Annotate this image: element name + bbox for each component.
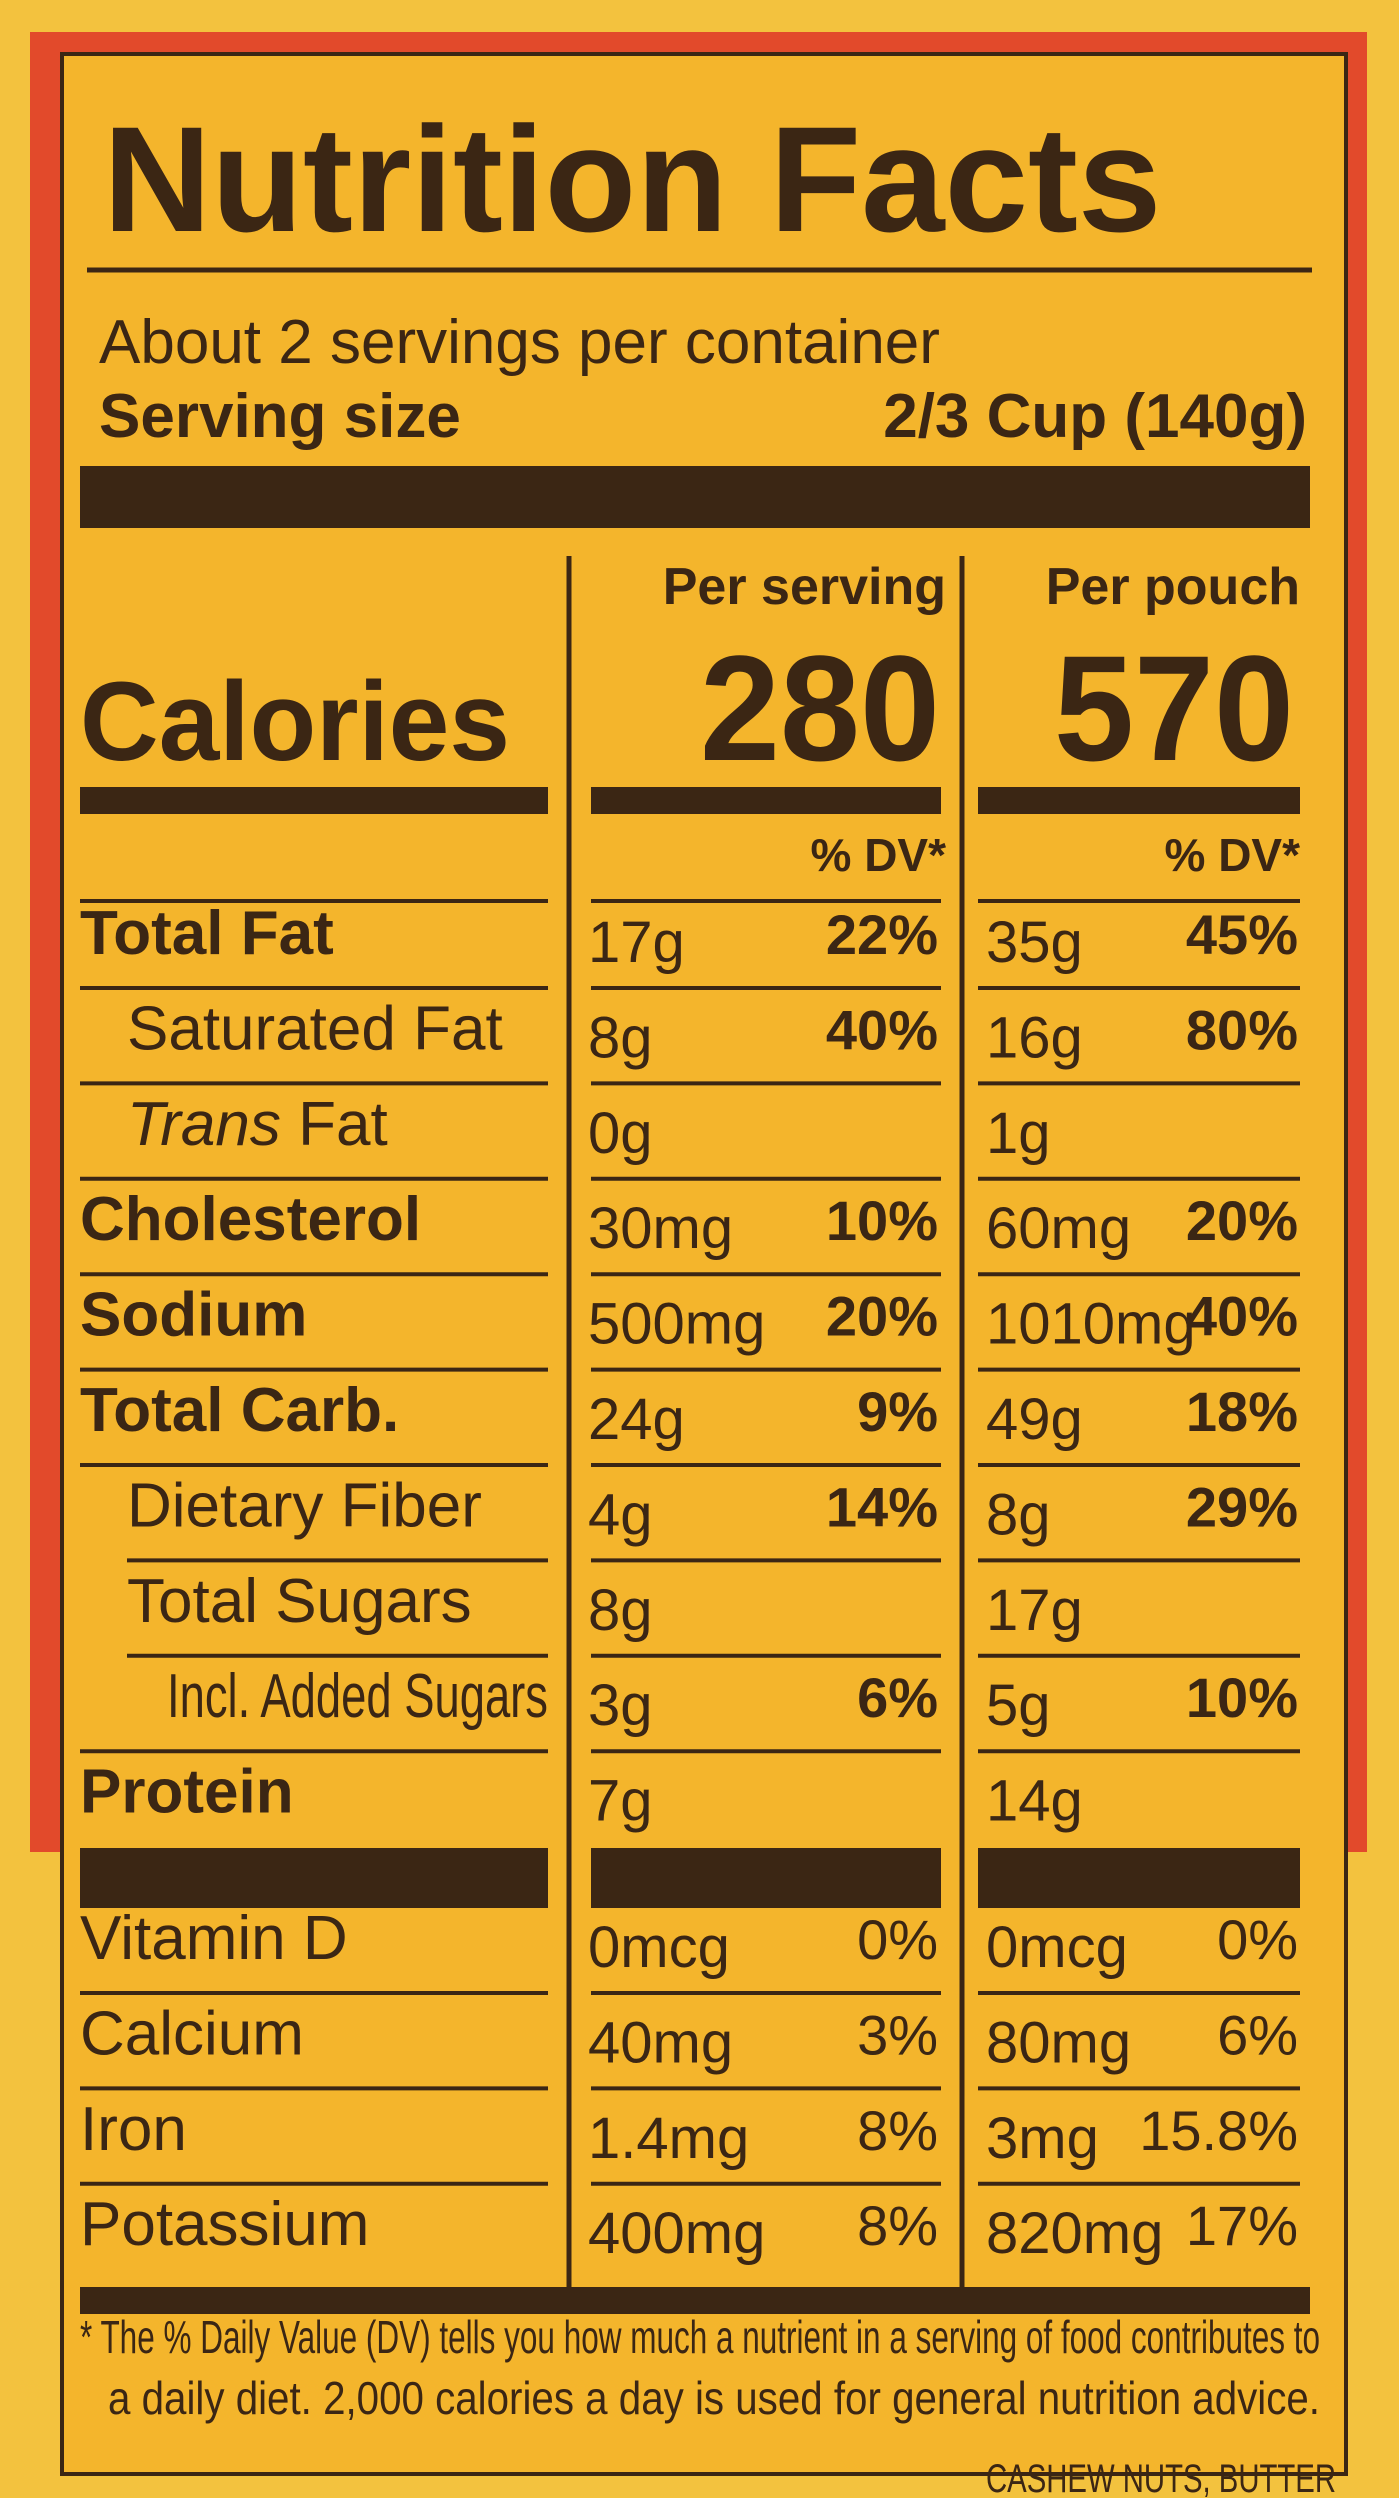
nutrient-name: Iron xyxy=(80,2095,187,2164)
thick-bar xyxy=(591,787,941,814)
nutrient-name: Vitamin D xyxy=(80,1904,348,1973)
nutrient-name: Dietary Fiber xyxy=(127,1471,482,1540)
daily-value: 20% xyxy=(826,1285,938,1348)
amount: 1010mg xyxy=(986,1292,1196,1357)
name-part: Fat xyxy=(281,1090,388,1159)
nutrient-name: Saturated Fat xyxy=(127,994,503,1063)
daily-value: 18% xyxy=(1186,1380,1298,1443)
nutrient-name: Total Sugars xyxy=(127,1567,472,1636)
daily-value: 15.8% xyxy=(1139,2099,1298,2162)
nutrient-name: Potassium xyxy=(80,2190,369,2259)
amount: 820mg xyxy=(986,2201,1163,2266)
daily-value: 6% xyxy=(1217,2003,1298,2066)
daily-value: 17% xyxy=(1186,2194,1298,2257)
thick-bar xyxy=(80,466,1310,528)
amount: 0mcg xyxy=(986,1915,1128,1980)
daily-value: 0% xyxy=(857,1908,938,1971)
amount: 40mg xyxy=(588,2010,733,2075)
amount: 30mg xyxy=(588,1196,733,1261)
footnote: a daily diet. 2,000 calories a day is us… xyxy=(108,2372,1320,2424)
amount: 35g xyxy=(986,910,1083,975)
amount: 60mg xyxy=(986,1196,1131,1261)
amount: 0mcg xyxy=(588,1915,730,1980)
nutrient-name: Sodium xyxy=(80,1281,307,1350)
daily-value: 10% xyxy=(826,1189,938,1252)
amount: 17g xyxy=(588,910,685,975)
daily-value: 8% xyxy=(857,2194,938,2257)
calories-label: Calories xyxy=(80,659,510,784)
column-header: Per pouch xyxy=(1046,558,1300,616)
daily-value: 3% xyxy=(857,2003,938,2066)
serving-size-label: Serving size xyxy=(99,382,461,451)
column-header: Per serving xyxy=(663,558,946,616)
servings: About 2 servings per container xyxy=(99,308,940,377)
cut-off-text: CASHEW NUTS, BUTTER xyxy=(986,2457,1336,2498)
amount: 1g xyxy=(986,1101,1051,1166)
daily-value: 29% xyxy=(1186,1475,1298,1538)
thick-bar xyxy=(591,1848,941,1908)
amount: 8g xyxy=(588,1578,653,1643)
daily-value: 10% xyxy=(1186,1666,1298,1729)
amount: 1.4mg xyxy=(588,2106,749,2171)
amount: 0g xyxy=(588,1101,653,1166)
amount: 80mg xyxy=(986,2010,1131,2075)
daily-value: 80% xyxy=(1186,998,1298,1061)
nutrient-name: Incl. Added Sugars xyxy=(167,1662,548,1731)
amount: 400mg xyxy=(588,2201,765,2266)
calories-value: 570 xyxy=(1054,624,1294,792)
daily-value: 40% xyxy=(826,998,938,1061)
nutrient-name: Calcium xyxy=(80,1999,304,2068)
amount: 500mg xyxy=(588,1292,765,1357)
nutrient-name: Trans Fat xyxy=(127,1090,388,1159)
amount: 3g xyxy=(588,1673,653,1738)
thick-bar xyxy=(978,787,1300,814)
amount: 8g xyxy=(588,1005,653,1070)
daily-value: 8% xyxy=(857,2099,938,2162)
amount: 49g xyxy=(986,1387,1083,1452)
daily-value: 22% xyxy=(826,903,938,966)
nutrient-name: Total Fat xyxy=(80,899,334,968)
daily-value: 6% xyxy=(857,1666,938,1729)
thick-bar xyxy=(978,1848,1300,1908)
footnote: * The % Daily Value (DV) tells you how m… xyxy=(80,2311,1320,2363)
amount: 4g xyxy=(588,1482,653,1547)
daily-value: 9% xyxy=(857,1380,938,1443)
daily-value: 20% xyxy=(1186,1189,1298,1252)
dv-header: % DV* xyxy=(1165,829,1301,881)
dv-header: % DV* xyxy=(811,829,947,881)
calories-value: 280 xyxy=(700,624,940,792)
daily-value: 14% xyxy=(826,1475,938,1538)
name-part: Trans xyxy=(127,1090,281,1159)
daily-value: 0% xyxy=(1217,1908,1298,1971)
amount: 3mg xyxy=(986,2106,1099,2171)
thick-bar xyxy=(80,1848,548,1908)
amount: 24g xyxy=(588,1387,685,1452)
thick-bar xyxy=(80,2287,1310,2314)
nutrient-name: Protein xyxy=(80,1758,294,1827)
amount: 5g xyxy=(986,1673,1051,1738)
label-panel xyxy=(60,52,1348,2476)
daily-value: 40% xyxy=(1186,1285,1298,1348)
title: Nutrition Facts xyxy=(103,95,1161,263)
nutrient-name: Cholesterol xyxy=(80,1185,421,1254)
amount: 16g xyxy=(986,1005,1083,1070)
nutrient-name: Total Carb. xyxy=(80,1376,399,1445)
thick-bar xyxy=(80,787,548,814)
amount: 17g xyxy=(986,1578,1083,1643)
daily-value: 45% xyxy=(1186,903,1298,966)
serving-size-value: 2/3 Cup (140g) xyxy=(883,382,1307,451)
amount: 7g xyxy=(588,1769,653,1834)
amount: 14g xyxy=(986,1769,1083,1834)
amount: 8g xyxy=(986,1482,1051,1547)
